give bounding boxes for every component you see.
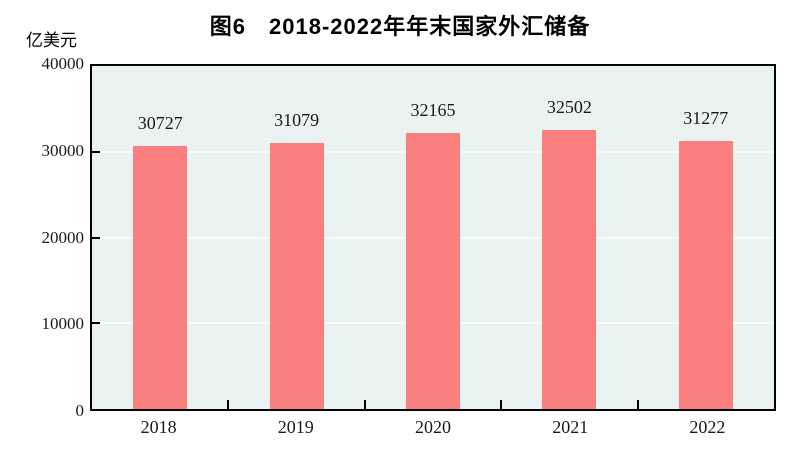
x-axis-tick xyxy=(636,400,639,409)
y-axis-tick-label: 40000 xyxy=(41,54,85,73)
x-axis-category-label: 2020 xyxy=(415,417,451,437)
plot-area: 30727 31079 32165 32502 31277 xyxy=(90,64,776,411)
bar-2018 xyxy=(133,145,188,409)
y-axis-tick-label: 10000 xyxy=(41,314,85,334)
y-axis-tick xyxy=(92,150,100,153)
x-axis-category-label: 2021 xyxy=(552,417,589,437)
bar-2022 xyxy=(678,140,733,409)
bar-value-label: 31277 xyxy=(683,107,729,128)
y-axis-tick xyxy=(92,236,100,239)
x-axis-tick xyxy=(227,400,230,409)
y-axis-tick-label: 20000 xyxy=(41,227,85,247)
x-axis-tick xyxy=(500,400,503,409)
y-axis-tick xyxy=(92,322,100,325)
bar-2020 xyxy=(406,133,460,409)
bar-value-label: 32502 xyxy=(546,97,592,118)
x-axis-category-label: 2019 xyxy=(277,417,314,437)
bar-value-label: 30727 xyxy=(137,112,183,133)
y-axis-tick-label: 0 xyxy=(75,401,85,420)
bar-value-label: 31079 xyxy=(274,109,320,130)
bar-2021 xyxy=(542,130,597,409)
x-axis-category-label: 2022 xyxy=(689,417,726,437)
chart-title: 图6 2018-2022年年末国家外汇储备 xyxy=(209,14,591,39)
bar-2019 xyxy=(269,142,324,409)
y-axis-tick-label: 30000 xyxy=(41,140,85,160)
x-axis-category-label: 2018 xyxy=(140,417,177,437)
x-axis-tick xyxy=(363,400,366,409)
bar-value-label: 32165 xyxy=(410,100,456,121)
y-axis-unit-label: 亿美元 xyxy=(26,31,77,50)
